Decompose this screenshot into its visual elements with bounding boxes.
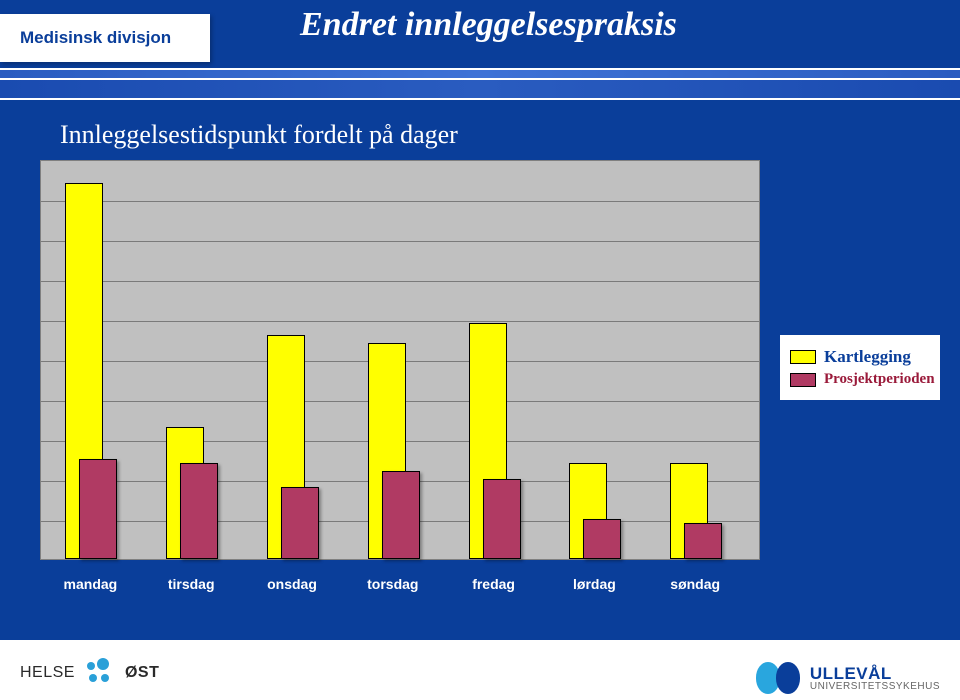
legend-item: Kartlegging (790, 347, 930, 367)
footer-band: HELSE ØST ULLEVÅL UNIVERSITETSSYKEHUS (0, 640, 960, 700)
division-label: Medisinsk divisjon (20, 28, 171, 48)
legend-swatch (790, 350, 816, 364)
x-axis-label: tirsdag (168, 576, 215, 592)
x-axis-label: fredag (472, 576, 515, 592)
chart-subtitle: Innleggelsestidspunkt fordelt på dager (60, 120, 458, 150)
x-axis-label: mandag (64, 576, 118, 592)
helse-word: HELSE (20, 664, 75, 682)
legend-label: Prosjektperioden (824, 371, 935, 388)
chart-plot-area (40, 160, 760, 560)
chart-legend: Kartlegging Prosjektperioden (780, 335, 940, 400)
bar-prosjektperioden (483, 479, 521, 559)
legend-label: Kartlegging (824, 347, 911, 367)
division-label-strip: Medisinsk divisjon (0, 14, 210, 62)
helse-dots-icon (85, 658, 115, 688)
legend-item: Prosjektperioden (790, 371, 930, 388)
header-decoration-band (0, 68, 960, 98)
bar-prosjektperioden (281, 487, 319, 559)
x-axis-label: torsdag (367, 576, 418, 592)
helse-ost-logo: HELSE ØST (20, 658, 159, 688)
bar-prosjektperioden (382, 471, 420, 559)
bar-prosjektperioden (684, 523, 722, 559)
slide-title: Endret innleggelsespraksis (300, 6, 900, 44)
bar-prosjektperioden (180, 463, 218, 559)
bar-prosjektperioden (583, 519, 621, 559)
chart-x-labels: mandag tirsdag onsdag torsdag fredag lørdag sø… (40, 576, 760, 600)
ulleval-mark-icon (756, 662, 800, 694)
slide-background: Medisinsk divisjon Endret innleggelsespr… (0, 0, 960, 700)
ulleval-sub: UNIVERSITETSSYKEHUS (810, 682, 940, 692)
x-axis-label: onsdag (267, 576, 317, 592)
ulleval-name: ULLEVÅL (810, 665, 940, 682)
chart-bars (41, 161, 759, 559)
ulleval-logo: ULLEVÅL UNIVERSITETSSYKEHUS (756, 662, 940, 694)
bar-prosjektperioden (79, 459, 117, 559)
x-axis-label: søndag (670, 576, 720, 592)
legend-swatch (790, 373, 816, 387)
x-axis-label: lørdag (573, 576, 616, 592)
ost-word: ØST (125, 664, 159, 682)
